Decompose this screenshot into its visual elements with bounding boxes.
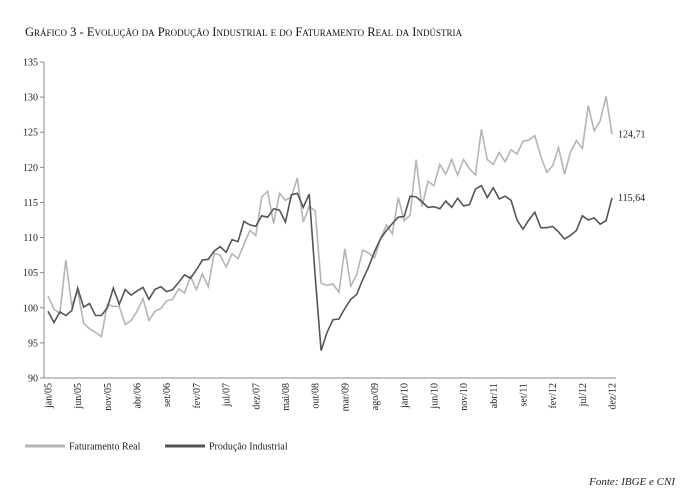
x-tick-label: fev/07 (192, 383, 203, 409)
legend-label: Produção Industrial (209, 442, 288, 453)
y-tick-label: 110 (23, 233, 38, 244)
y-tick-label: 115 (23, 198, 38, 209)
x-tick-label: jul/12 (578, 383, 589, 407)
x-tick-label: nov/10 (459, 383, 470, 411)
series-line (47, 96, 613, 338)
data-label: 124,71 (618, 129, 646, 140)
series-line (47, 184, 613, 351)
x-tick-label: dez/12 (608, 383, 619, 410)
x-tick-label: abr/11 (489, 383, 500, 408)
y-tick-label: 90 (28, 374, 38, 385)
y-tick-label: 130 (23, 93, 38, 104)
y-tick-label: 125 (23, 128, 38, 139)
x-tick-label: jun/05 (73, 383, 84, 410)
x-tick-label: jan/10 (400, 383, 411, 409)
x-tick-label: abr/06 (133, 383, 144, 409)
data-label: 115,64 (618, 193, 645, 204)
x-tick-label: jul/07 (222, 383, 233, 407)
x-tick-label: jun/10 (429, 383, 440, 410)
legend-label: Faturamento Real (69, 442, 141, 453)
y-tick-label: 95 (28, 338, 38, 349)
chart-title: Gráfico 3 - Evolução da Produção Industr… (25, 25, 462, 39)
source: Fonte: IBGE e CNI (588, 476, 676, 488)
x-tick-label: mai/08 (281, 383, 292, 411)
x-tick-label: mar/09 (340, 383, 351, 411)
y-tick-label: 105 (23, 268, 38, 279)
x-tick-label: out/08 (311, 383, 322, 409)
x-tick-label: nov/05 (103, 383, 114, 411)
x-tick-label: fev/12 (548, 383, 559, 409)
y-tick-label: 100 (23, 303, 38, 314)
x-tick-label: set/11 (518, 383, 529, 407)
y-tick-label: 120 (23, 163, 38, 174)
x-tick-label: dez/07 (251, 383, 262, 410)
x-tick-label: set/06 (162, 383, 173, 407)
x-tick-label: ago/09 (370, 383, 381, 410)
y-tick-label: 135 (23, 58, 38, 69)
x-tick-label: jan/05 (44, 383, 55, 409)
